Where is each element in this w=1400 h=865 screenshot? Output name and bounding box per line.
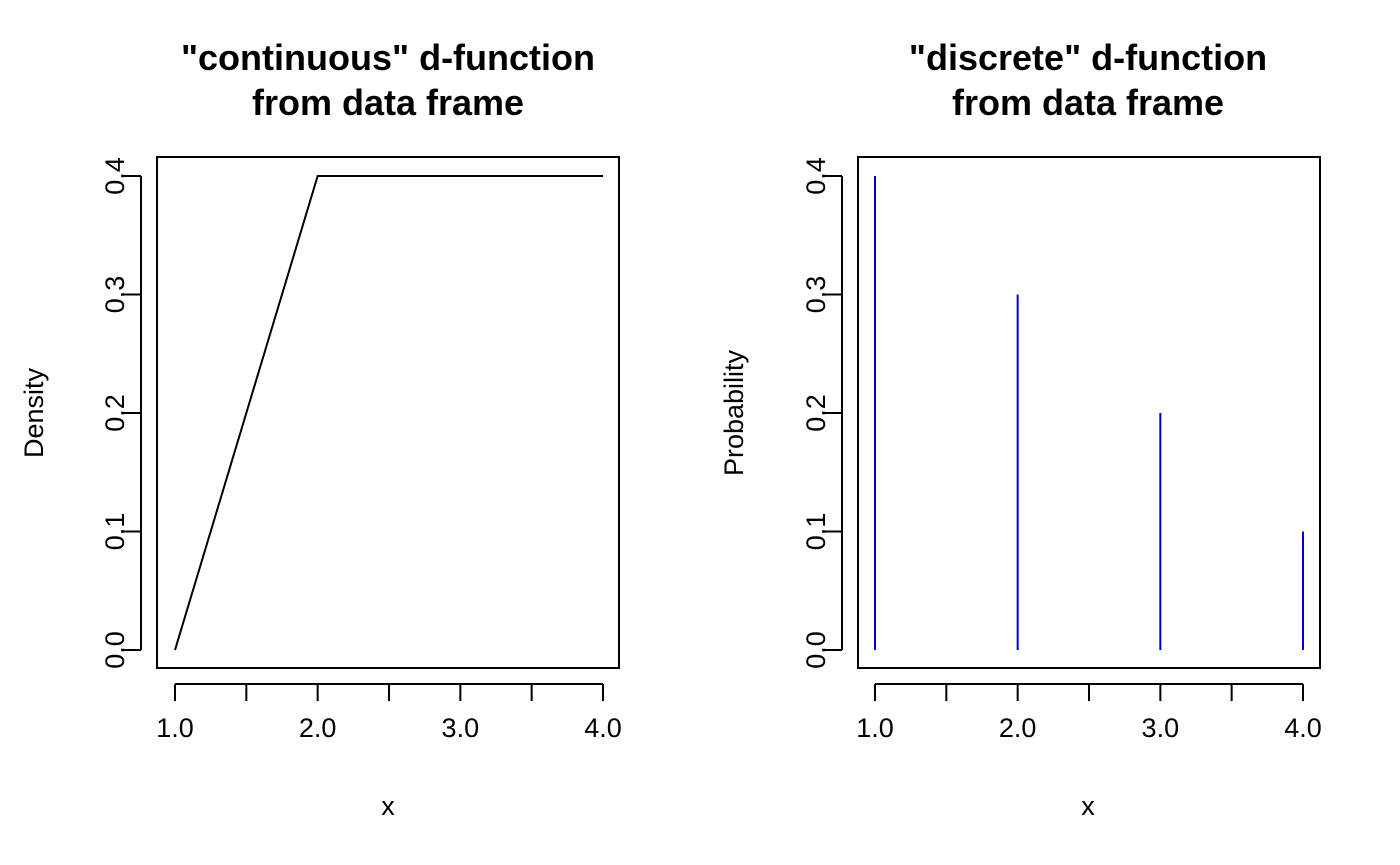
y-tick-label: 0.1 <box>100 513 130 551</box>
y-tick-label: 0.0 <box>100 631 130 669</box>
chart-title-line: "continuous" d-function <box>181 37 595 78</box>
y-tick-label: 0.4 <box>801 157 831 195</box>
y-tick-label: 0.0 <box>801 631 831 669</box>
x-tick-label: 4.0 <box>584 713 622 743</box>
x-tick-label: 1.0 <box>856 713 894 743</box>
x-tick-label: 3.0 <box>1142 713 1180 743</box>
x-tick-label: 1.0 <box>156 713 194 743</box>
y-tick-label: 0.1 <box>801 513 831 551</box>
y-tick-label: 0.3 <box>100 276 130 314</box>
chart-title-line: from data frame <box>252 82 524 123</box>
plot-frame <box>156 156 620 669</box>
x-tick-label: 2.0 <box>999 713 1037 743</box>
y-tick-label: 0.3 <box>801 276 831 314</box>
plot-frame <box>857 156 1321 669</box>
x-tick-label: 2.0 <box>299 713 337 743</box>
chart-title-line: from data frame <box>952 82 1224 123</box>
y-tick-label: 0.2 <box>100 394 130 432</box>
y-tick-label: 0.2 <box>801 394 831 432</box>
x-axis-label: x <box>381 791 395 821</box>
chart-title-line: "discrete" d-function <box>909 37 1267 78</box>
x-tick-label: 3.0 <box>442 713 480 743</box>
y-tick-label: 0.4 <box>100 157 130 195</box>
y-axis-label: Density <box>19 367 49 458</box>
x-tick-label: 4.0 <box>1284 713 1322 743</box>
x-axis-label: x <box>1081 791 1095 821</box>
y-axis-label: Probability <box>719 349 749 476</box>
series-line <box>174 175 603 651</box>
